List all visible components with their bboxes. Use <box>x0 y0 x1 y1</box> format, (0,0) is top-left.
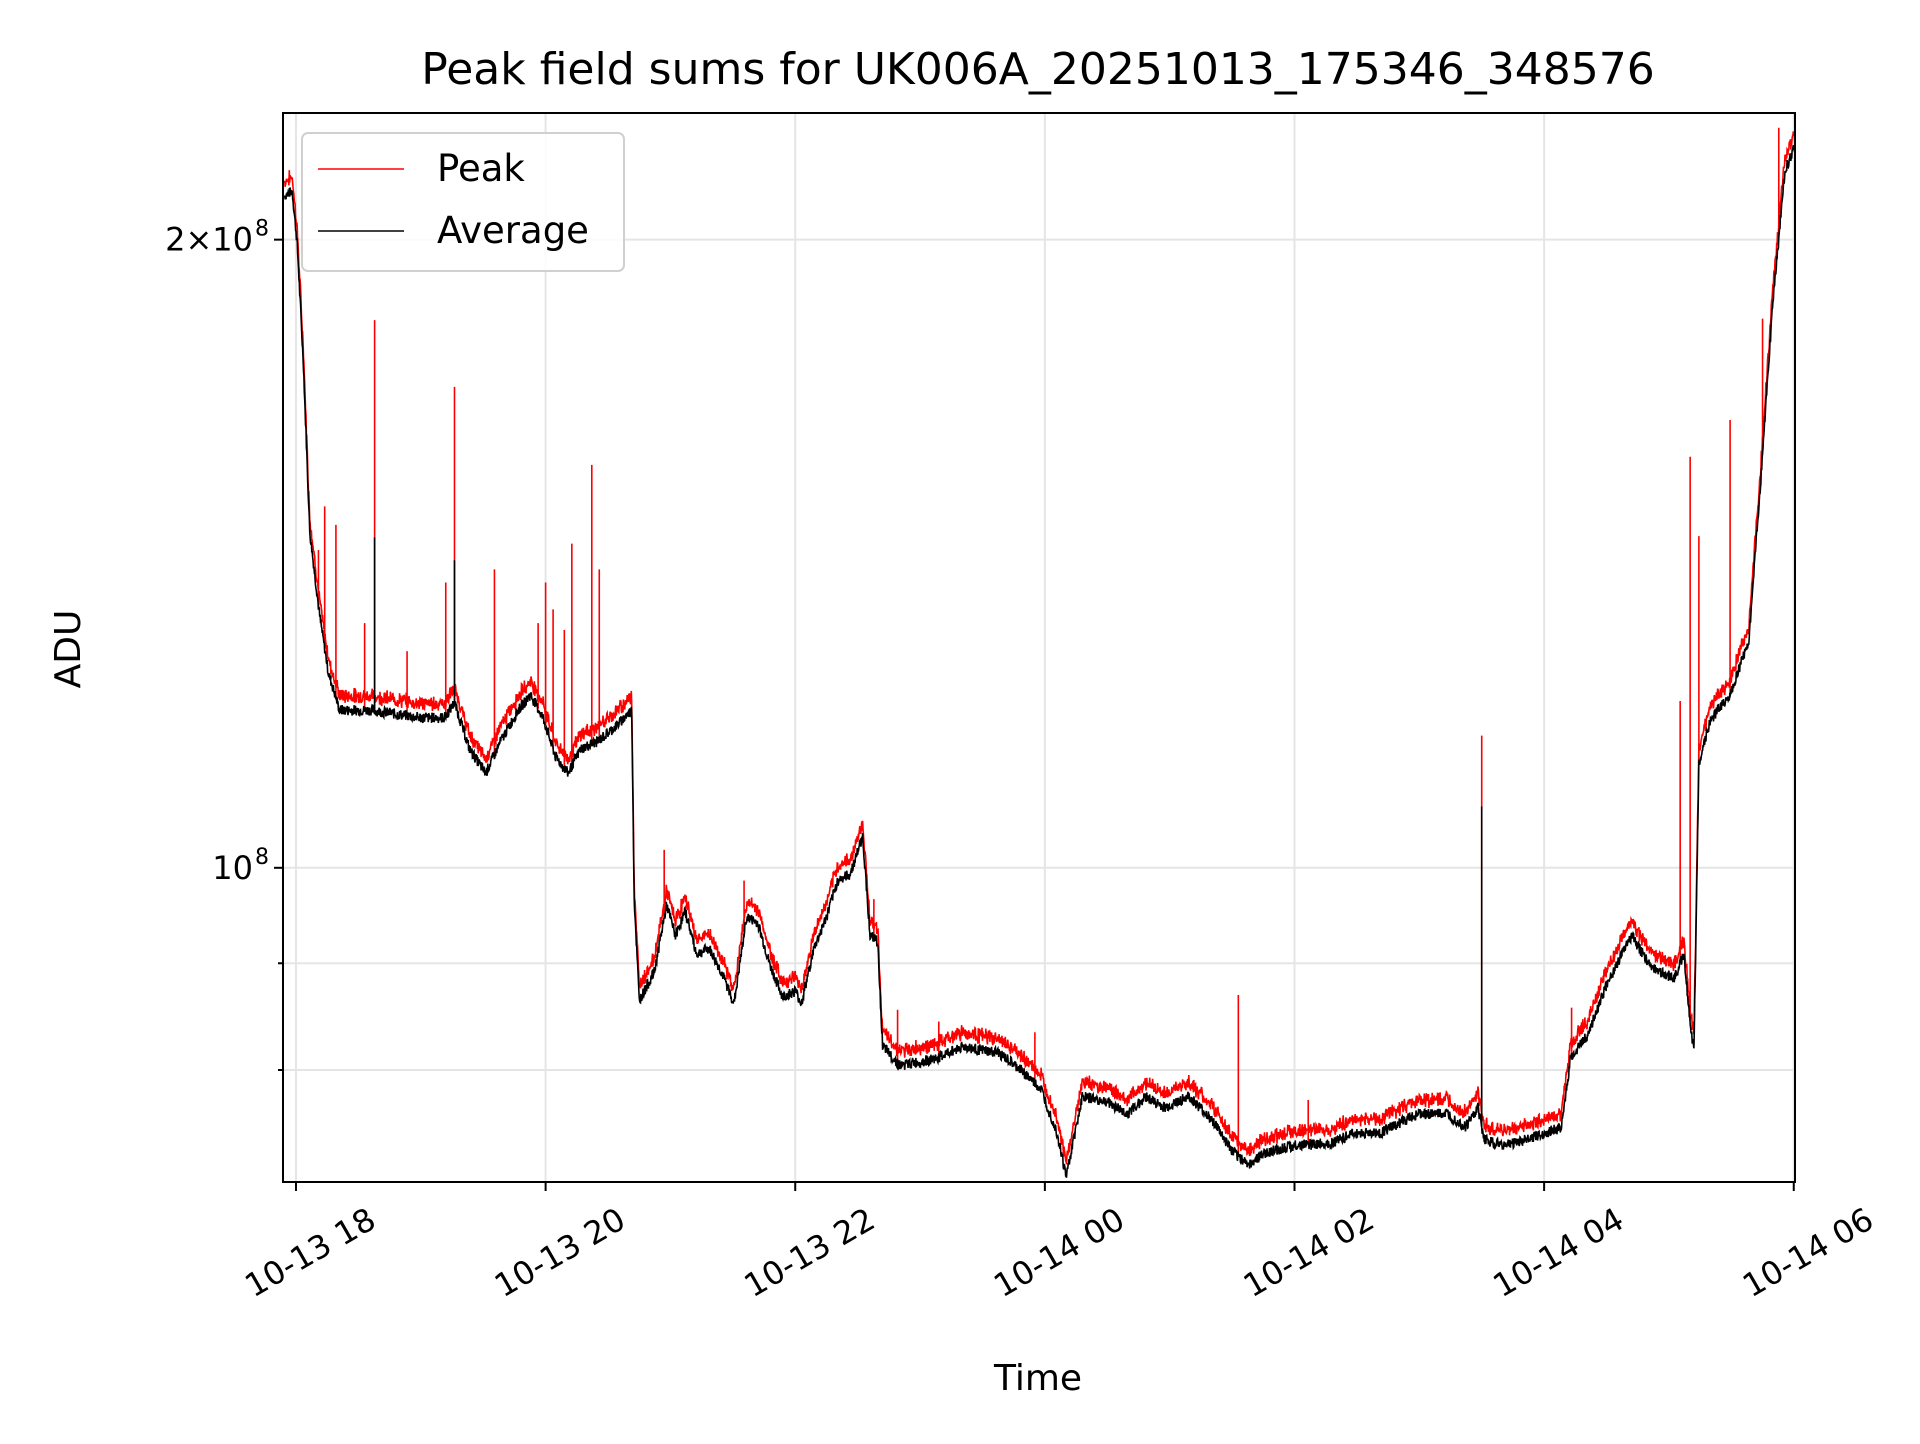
y-axis: 2×10 810 8 <box>165 217 283 1072</box>
grid <box>283 113 1795 1182</box>
x-tick-label: 10-14 02 <box>1237 1200 1381 1305</box>
peak-series-line <box>283 131 1795 1165</box>
x-axis: 10-13 18 10-13 20 10-13 22 10-14 00 10-14 02… <box>238 1182 1880 1305</box>
x-tick-label: 10-13 20 <box>488 1200 632 1305</box>
x-tick-label: 10-14 06 <box>1736 1200 1880 1305</box>
y-tick-label: 2×10 <box>165 221 253 259</box>
x-tick-label: 10-14 00 <box>987 1200 1131 1305</box>
y-tick-exponent: 8 <box>255 217 269 242</box>
x-tick-label: 10-14 04 <box>1487 1200 1631 1305</box>
x-axis-label: Time <box>993 1358 1082 1399</box>
legend-frame <box>301 132 625 272</box>
axes-frame <box>282 112 1796 1183</box>
x-tick-label: 10-13 22 <box>738 1200 882 1305</box>
legend-peak-label: Peak <box>437 147 525 190</box>
average-series-line <box>283 144 1795 1178</box>
legend: Peak Average <box>301 132 625 272</box>
legend-average-label: Average <box>437 209 589 252</box>
y-tick-exponent: 8 <box>255 845 269 870</box>
x-tick-label: 10-13 18 <box>238 1200 382 1305</box>
y-axis-label: ADU <box>48 610 89 689</box>
plot-area <box>283 113 1795 1178</box>
chart-title: Peak field sums for UK006A_20251013_1753… <box>421 44 1654 95</box>
y-tick-label: 10 <box>212 849 253 887</box>
